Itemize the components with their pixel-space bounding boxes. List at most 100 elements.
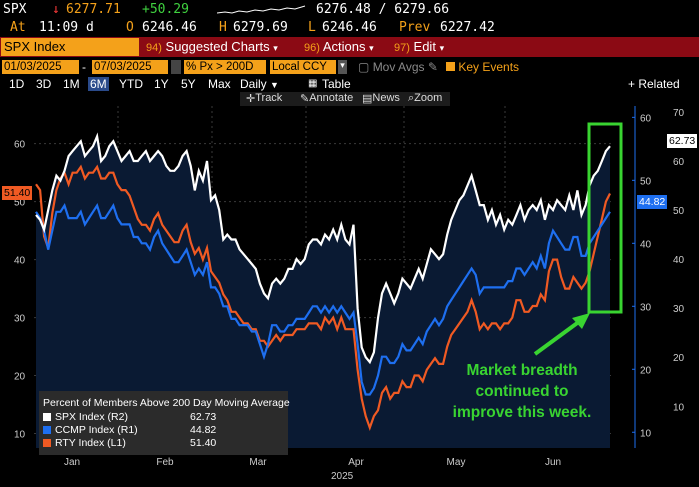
dropdown-arrow-icon: ▾ bbox=[273, 43, 278, 53]
annotation-arrow bbox=[533, 313, 590, 356]
period-1y[interactable]: 1Y bbox=[154, 77, 169, 91]
end-date-field[interactable]: 07/03/2025 bbox=[92, 60, 168, 74]
annotate-tool[interactable]: ✎ Annotate bbox=[300, 92, 354, 105]
period-1d[interactable]: 1D bbox=[9, 77, 25, 91]
key-events-toggle[interactable]: Key Events bbox=[446, 60, 519, 74]
legend-swatch bbox=[43, 426, 51, 434]
open-label: O bbox=[126, 20, 134, 35]
right-axis-r1-tick-label: 50 bbox=[640, 176, 652, 187]
rty-series-line bbox=[35, 164, 611, 432]
x-axis-tick-label: Mar bbox=[249, 457, 267, 468]
legend-title: Percent of Members Above 200 Day Moving … bbox=[43, 397, 290, 409]
period-selector: 1D 3D 1M 6M YTD 1Y 5Y Max Daily ▼ ▦ Tabl… bbox=[0, 76, 699, 105]
right-axis-r2-tick-label: 70 bbox=[673, 108, 685, 119]
legend-value: 62.73 bbox=[190, 411, 217, 423]
ccmp-series-line bbox=[35, 202, 611, 396]
ccmp-last-value: 44.82 bbox=[637, 195, 668, 209]
legend-label: RTY Index (L1) bbox=[55, 437, 126, 449]
key-events-label: Key Events bbox=[458, 60, 520, 74]
left-axis-tick-label: 50 bbox=[14, 198, 26, 209]
table-icon[interactable]: ▦ bbox=[308, 78, 318, 89]
zoom-tool[interactable]: ⌕ Zoom bbox=[408, 92, 443, 104]
annotation-line: continued to bbox=[475, 383, 569, 400]
right-axis-r1-tick-label: 40 bbox=[640, 239, 652, 250]
legend-value: 51.40 bbox=[190, 437, 217, 449]
frequency-label: Daily bbox=[240, 77, 267, 91]
down-arrow-icon: ↓ bbox=[52, 2, 60, 17]
spx-series-line bbox=[35, 132, 611, 365]
track-tool[interactable]: ✛ Track bbox=[246, 92, 283, 105]
field-selector[interactable]: % Px > 200D bbox=[184, 60, 266, 74]
left-axis-tick-label: 40 bbox=[14, 256, 26, 267]
ticker-symbol: SPX bbox=[3, 2, 27, 17]
dropdown-arrow-icon[interactable]: ▾ bbox=[338, 60, 347, 74]
actions-menu[interactable]: 96) Actions ▾ bbox=[304, 39, 374, 54]
right-axis-r1: 10 20 30 40 50 60 bbox=[632, 106, 652, 448]
low-value: 6246.46 bbox=[322, 20, 377, 35]
annotate-label: Annotate bbox=[309, 92, 354, 104]
x-axis-tick-label: Jun bbox=[545, 457, 561, 468]
x-axis-tick-label: Jan bbox=[64, 457, 80, 468]
annotation-line: improve this week. bbox=[452, 404, 592, 421]
chart-area[interactable]: 10 20 30 40 50 60 10 20 30 40 50 60 10 20 30 40 50 60 70… bbox=[0, 92, 699, 487]
period-5y[interactable]: 5Y bbox=[181, 77, 196, 91]
x-axis-tick-label: May bbox=[447, 457, 466, 468]
currency-selector[interactable]: Local CCY bbox=[270, 60, 336, 74]
date-separator: - bbox=[82, 60, 86, 74]
period-ytd[interactable]: YTD bbox=[119, 77, 143, 91]
start-date-field[interactable]: 01/03/2025 bbox=[2, 60, 79, 74]
rty-last-value: 51.40 bbox=[2, 186, 33, 200]
at-label: At bbox=[10, 20, 26, 35]
left-axis-tick-label: 30 bbox=[14, 314, 26, 325]
quote-details: At 11:09 d O 6246.46 H 6279.69 L 6246.46… bbox=[0, 19, 699, 37]
legend-value: 44.82 bbox=[190, 424, 217, 436]
edit-menu[interactable]: 97) Edit ▾ bbox=[394, 39, 444, 54]
table-button[interactable]: Table bbox=[322, 77, 351, 91]
right-axis-r1-tick-label: 10 bbox=[640, 428, 652, 439]
spx-last-value: 62.73 bbox=[667, 134, 698, 148]
x-axis-tick-label: Feb bbox=[156, 457, 174, 468]
checkbox-icon: ▢ bbox=[358, 60, 370, 74]
price-change: +50.29 bbox=[142, 2, 189, 17]
related-data-button[interactable]: + Related Dat bbox=[628, 77, 680, 105]
sparkline bbox=[216, 3, 307, 15]
prev-label: Prev bbox=[399, 20, 431, 35]
percent-icon: % bbox=[186, 61, 197, 73]
right-axis-r2-tick-label: 10 bbox=[673, 402, 685, 413]
calendar-icon[interactable] bbox=[171, 60, 181, 74]
right-axis-r2: 10 20 30 40 50 60 70 bbox=[673, 108, 685, 413]
period-1m[interactable]: 1M bbox=[63, 77, 80, 91]
high-value: 6279.69 bbox=[233, 20, 288, 35]
left-axis-tick-label: 10 bbox=[14, 430, 26, 441]
legend-label: CCMP Index (R1) bbox=[55, 424, 138, 436]
frequency-selector[interactable]: Daily ▼ bbox=[238, 77, 281, 91]
security-field[interactable]: SPX Index bbox=[1, 38, 139, 56]
left-axis: 10 20 30 40 50 60 bbox=[14, 140, 26, 441]
right-axis-r1-tick-label: 60 bbox=[640, 113, 652, 124]
dropdown-arrow-icon: ▾ bbox=[369, 43, 374, 53]
pencil-icon: ✎ bbox=[427, 60, 438, 74]
right-axis-r2-tick-label: 60 bbox=[673, 157, 685, 168]
period-6m[interactable]: 6M bbox=[88, 77, 109, 91]
command-toolbar: SPX Index 94) Suggested Charts ▾ 96) Act… bbox=[0, 37, 699, 57]
zoom-label: Zoom bbox=[414, 92, 443, 104]
period-3d[interactable]: 3D bbox=[36, 77, 52, 91]
mov-avgs-toggle[interactable]: ▢ Mov Avgs ✎ bbox=[358, 60, 438, 74]
chart-legend: Percent of Members Above 200 Day Moving … bbox=[39, 391, 290, 455]
news-tool[interactable]: ▤ News bbox=[362, 92, 400, 105]
quote-time: 11:09 d bbox=[39, 20, 94, 35]
edit-label: Edit bbox=[413, 39, 436, 54]
high-label: H bbox=[219, 20, 227, 35]
actions-number: 96) bbox=[304, 42, 320, 54]
edit-number: 97) bbox=[394, 42, 410, 54]
news-label: News bbox=[372, 92, 400, 104]
left-axis-tick-label: 20 bbox=[14, 372, 26, 383]
highlight-box bbox=[587, 122, 623, 314]
suggested-charts-menu[interactable]: 94) Suggested Charts ▾ bbox=[146, 39, 278, 54]
period-max[interactable]: Max bbox=[208, 77, 231, 91]
legend-swatch bbox=[43, 413, 51, 421]
track-label: Track bbox=[255, 92, 283, 104]
right-axis-r2-tick-label: 30 bbox=[673, 304, 685, 315]
suggested-charts-number: 94) bbox=[146, 42, 162, 54]
last-price: 6277.71 bbox=[66, 2, 121, 17]
